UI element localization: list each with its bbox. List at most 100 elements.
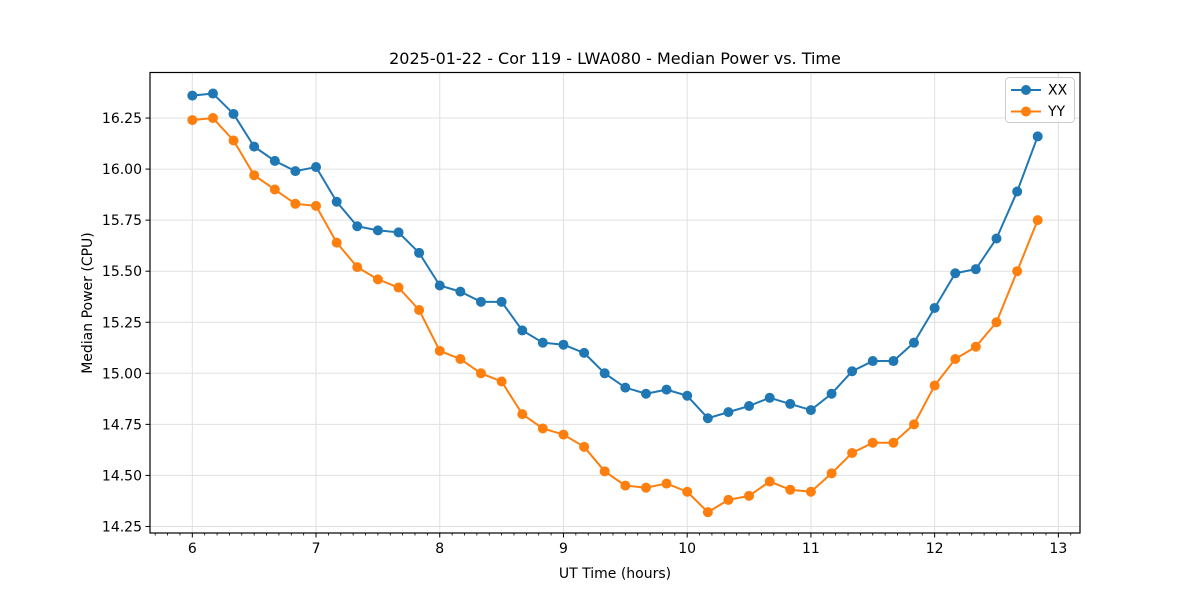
data-point-xx — [496, 296, 507, 307]
y-tick-label: 16.25 — [102, 111, 142, 127]
data-point-xx — [764, 392, 775, 403]
data-point-yy — [187, 115, 198, 126]
data-point-yy — [496, 376, 507, 387]
data-point-xx — [414, 247, 425, 258]
x-tick-label: 8 — [435, 541, 444, 557]
data-point-xx — [929, 302, 940, 313]
data-point-xx — [888, 356, 899, 367]
data-point-yy — [785, 484, 796, 495]
data-point-yy — [950, 354, 961, 365]
data-point-xx — [826, 388, 837, 399]
data-point-yy — [455, 354, 466, 365]
data-point-yy — [929, 380, 940, 391]
data-point-xx — [393, 227, 404, 238]
data-point-xx — [785, 398, 796, 409]
data-point-xx — [579, 347, 590, 358]
data-point-xx — [475, 296, 486, 307]
data-point-yy — [682, 486, 693, 497]
y-tick-label: 14.25 — [102, 519, 142, 535]
data-point-xx — [867, 356, 878, 367]
data-point-yy — [599, 466, 610, 477]
data-point-yy — [620, 480, 631, 491]
legend-marker-xx — [1021, 85, 1031, 95]
data-point-yy — [744, 490, 755, 501]
y-tick-label: 15.00 — [102, 366, 142, 382]
data-point-xx — [970, 264, 981, 275]
x-tick-label: 7 — [312, 541, 321, 557]
data-point-yy — [249, 170, 260, 181]
data-point-yy — [537, 423, 548, 434]
data-point-yy — [290, 198, 301, 209]
y-tick-label: 15.50 — [102, 264, 142, 280]
data-point-yy — [1012, 266, 1023, 277]
data-point-xx — [847, 366, 858, 377]
legend-marker-yy — [1021, 106, 1031, 117]
data-point-xx — [372, 225, 383, 236]
y-axis-label: Median Power (CPU) — [80, 232, 96, 374]
y-tick-label: 14.75 — [102, 417, 142, 433]
data-point-xx — [352, 221, 363, 232]
chart-title: 2025-01-22 - Cor 119 - LWA080 - Median P… — [389, 49, 841, 68]
data-point-yy — [311, 200, 322, 211]
data-point-xx — [805, 405, 816, 416]
data-point-xx — [331, 196, 342, 207]
data-point-xx — [744, 400, 755, 411]
x-tick-label: 11 — [802, 541, 820, 557]
data-point-yy — [269, 184, 280, 195]
data-point-yy — [764, 476, 775, 487]
data-point-yy — [434, 345, 445, 356]
data-point-xx — [950, 268, 961, 279]
data-point-yy — [1032, 215, 1043, 226]
data-point-xx — [207, 88, 218, 99]
data-point-yy — [228, 135, 239, 146]
data-point-yy — [579, 441, 590, 452]
data-point-yy — [393, 282, 404, 293]
x-tick-label: 12 — [926, 541, 944, 557]
x-tick-label: 10 — [678, 541, 696, 557]
data-point-yy — [970, 341, 981, 352]
plot-area — [150, 72, 1080, 533]
data-point-yy — [517, 409, 528, 420]
data-point-xx — [620, 382, 631, 393]
y-tick-label: 16.00 — [102, 162, 142, 178]
data-point-xx — [311, 162, 322, 173]
data-point-yy — [826, 468, 837, 479]
legend: XX YY — [1005, 77, 1075, 123]
tick-layer: 6 7 8 9 10 11 12 13 14.25 14.50 14.75 15.00 15.25 15.… — [102, 111, 1072, 557]
data-point-xx — [682, 390, 693, 401]
data-point-yy — [207, 113, 218, 124]
legend-label-xx: XX — [1048, 83, 1068, 99]
data-point-xx — [269, 155, 280, 166]
data-point-yy — [661, 478, 672, 489]
data-point-yy — [908, 419, 919, 430]
data-point-xx — [249, 141, 260, 152]
plot-border — [149, 71, 1081, 534]
y-tick-label: 15.25 — [102, 315, 142, 331]
data-point-xx — [723, 407, 734, 418]
x-tick-label: 13 — [1049, 541, 1067, 557]
data-point-xx — [455, 286, 466, 297]
data-point-xx — [228, 108, 239, 119]
data-point-yy — [414, 304, 425, 315]
data-point-xx — [991, 233, 1002, 244]
data-point-xx — [558, 339, 569, 350]
data-point-yy — [352, 262, 363, 273]
data-point-xx — [702, 413, 713, 424]
data-point-yy — [475, 368, 486, 379]
x-tick-label: 6 — [188, 541, 197, 557]
data-point-xx — [599, 368, 610, 379]
data-point-xx — [290, 166, 301, 177]
data-point-xx — [187, 90, 198, 101]
data-point-xx — [1032, 131, 1043, 142]
y-tick-label: 15.75 — [102, 213, 142, 229]
x-axis-label: UT Time (hours) — [559, 566, 671, 582]
data-point-yy — [702, 507, 713, 518]
data-point-yy — [723, 494, 734, 505]
data-point-yy — [640, 482, 651, 493]
data-point-xx — [1012, 186, 1023, 197]
data-point-yy — [372, 274, 383, 285]
data-point-yy — [847, 447, 858, 458]
data-point-yy — [991, 317, 1002, 328]
data-point-yy — [331, 237, 342, 248]
